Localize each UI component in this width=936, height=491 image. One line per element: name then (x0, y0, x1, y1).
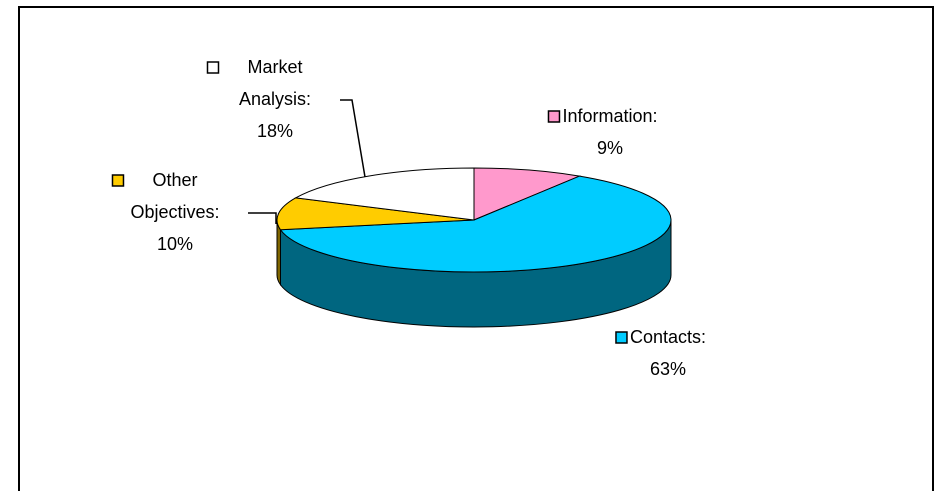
label-line: Analysis: (239, 89, 311, 109)
label-line: Other (152, 170, 197, 190)
label-line: Information: (562, 106, 657, 126)
legend-swatch (547, 110, 561, 123)
label-line: Market (247, 57, 302, 77)
pie-slice (473, 167, 582, 221)
value-label: 63% (650, 359, 686, 379)
category-label: Market Analysis: (239, 57, 311, 109)
category-label: Other Objectives: (130, 170, 219, 222)
pie-slice (294, 167, 475, 221)
label-line: Objectives: (130, 202, 219, 222)
labels: Information: 9% Contacts: 63% Other Objective… (111, 57, 706, 379)
leader-line (248, 212, 277, 224)
legend-swatch (615, 331, 628, 344)
value-label: 18% (257, 121, 293, 141)
legend-swatch (111, 174, 125, 187)
label-line: Contacts: (630, 327, 706, 347)
pie-tops (276, 167, 672, 273)
pie-slice (279, 175, 672, 273)
leader-line (340, 99, 366, 178)
value-label: 10% (157, 234, 193, 254)
category-label: Information: (562, 106, 657, 126)
legend-swatch (206, 61, 220, 74)
pie-slice (276, 197, 475, 231)
value-label: 9% (597, 138, 623, 158)
category-label: Contacts: (630, 327, 706, 347)
